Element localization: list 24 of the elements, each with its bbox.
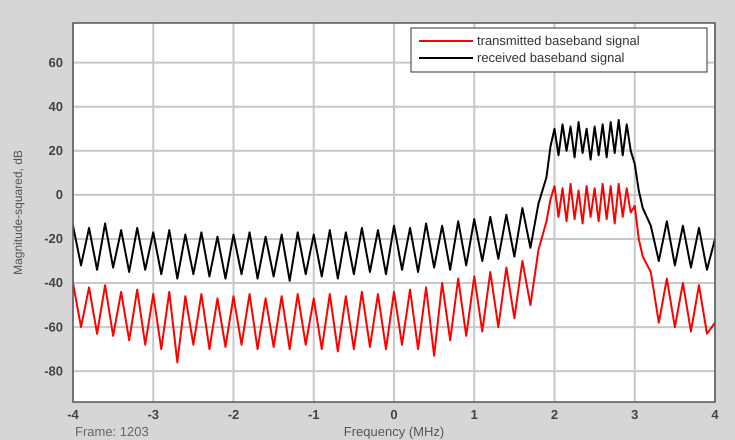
y-tick-label: 0 bbox=[56, 187, 63, 202]
x-tick-label: -2 bbox=[228, 407, 240, 422]
y-tick-label: -40 bbox=[44, 275, 63, 290]
y-tick-label: 40 bbox=[48, 98, 63, 114]
legend-label: transmitted baseband signal bbox=[477, 33, 640, 48]
y-tick-label: 60 bbox=[48, 54, 63, 70]
y-tick-label: -20 bbox=[44, 231, 63, 246]
y-axis-title: Magnitude-squared, dB bbox=[11, 150, 25, 275]
line-series bbox=[73, 182, 715, 364]
x-tick-label: 4 bbox=[711, 407, 720, 422]
x-tick-label: 2 bbox=[550, 407, 558, 422]
text: Frame: 1203 bbox=[75, 424, 149, 439]
x-tick-label: 1 bbox=[470, 407, 478, 422]
x-tick-label: 0 bbox=[390, 407, 398, 422]
y-tick-label: -60 bbox=[44, 319, 63, 334]
legend-label: received baseband signal bbox=[477, 50, 625, 65]
x-tick-label: -3 bbox=[147, 407, 160, 422]
x-tick-label: 3 bbox=[631, 407, 638, 422]
x-tick-label: -4 bbox=[67, 407, 80, 422]
y-tick-label: 20 bbox=[48, 142, 63, 158]
y-tick-label: -80 bbox=[44, 363, 63, 378]
line-series bbox=[73, 118, 715, 282]
x-axis-title: Frequency (MHz) bbox=[344, 424, 444, 439]
x-tick-label: -1 bbox=[308, 407, 320, 422]
